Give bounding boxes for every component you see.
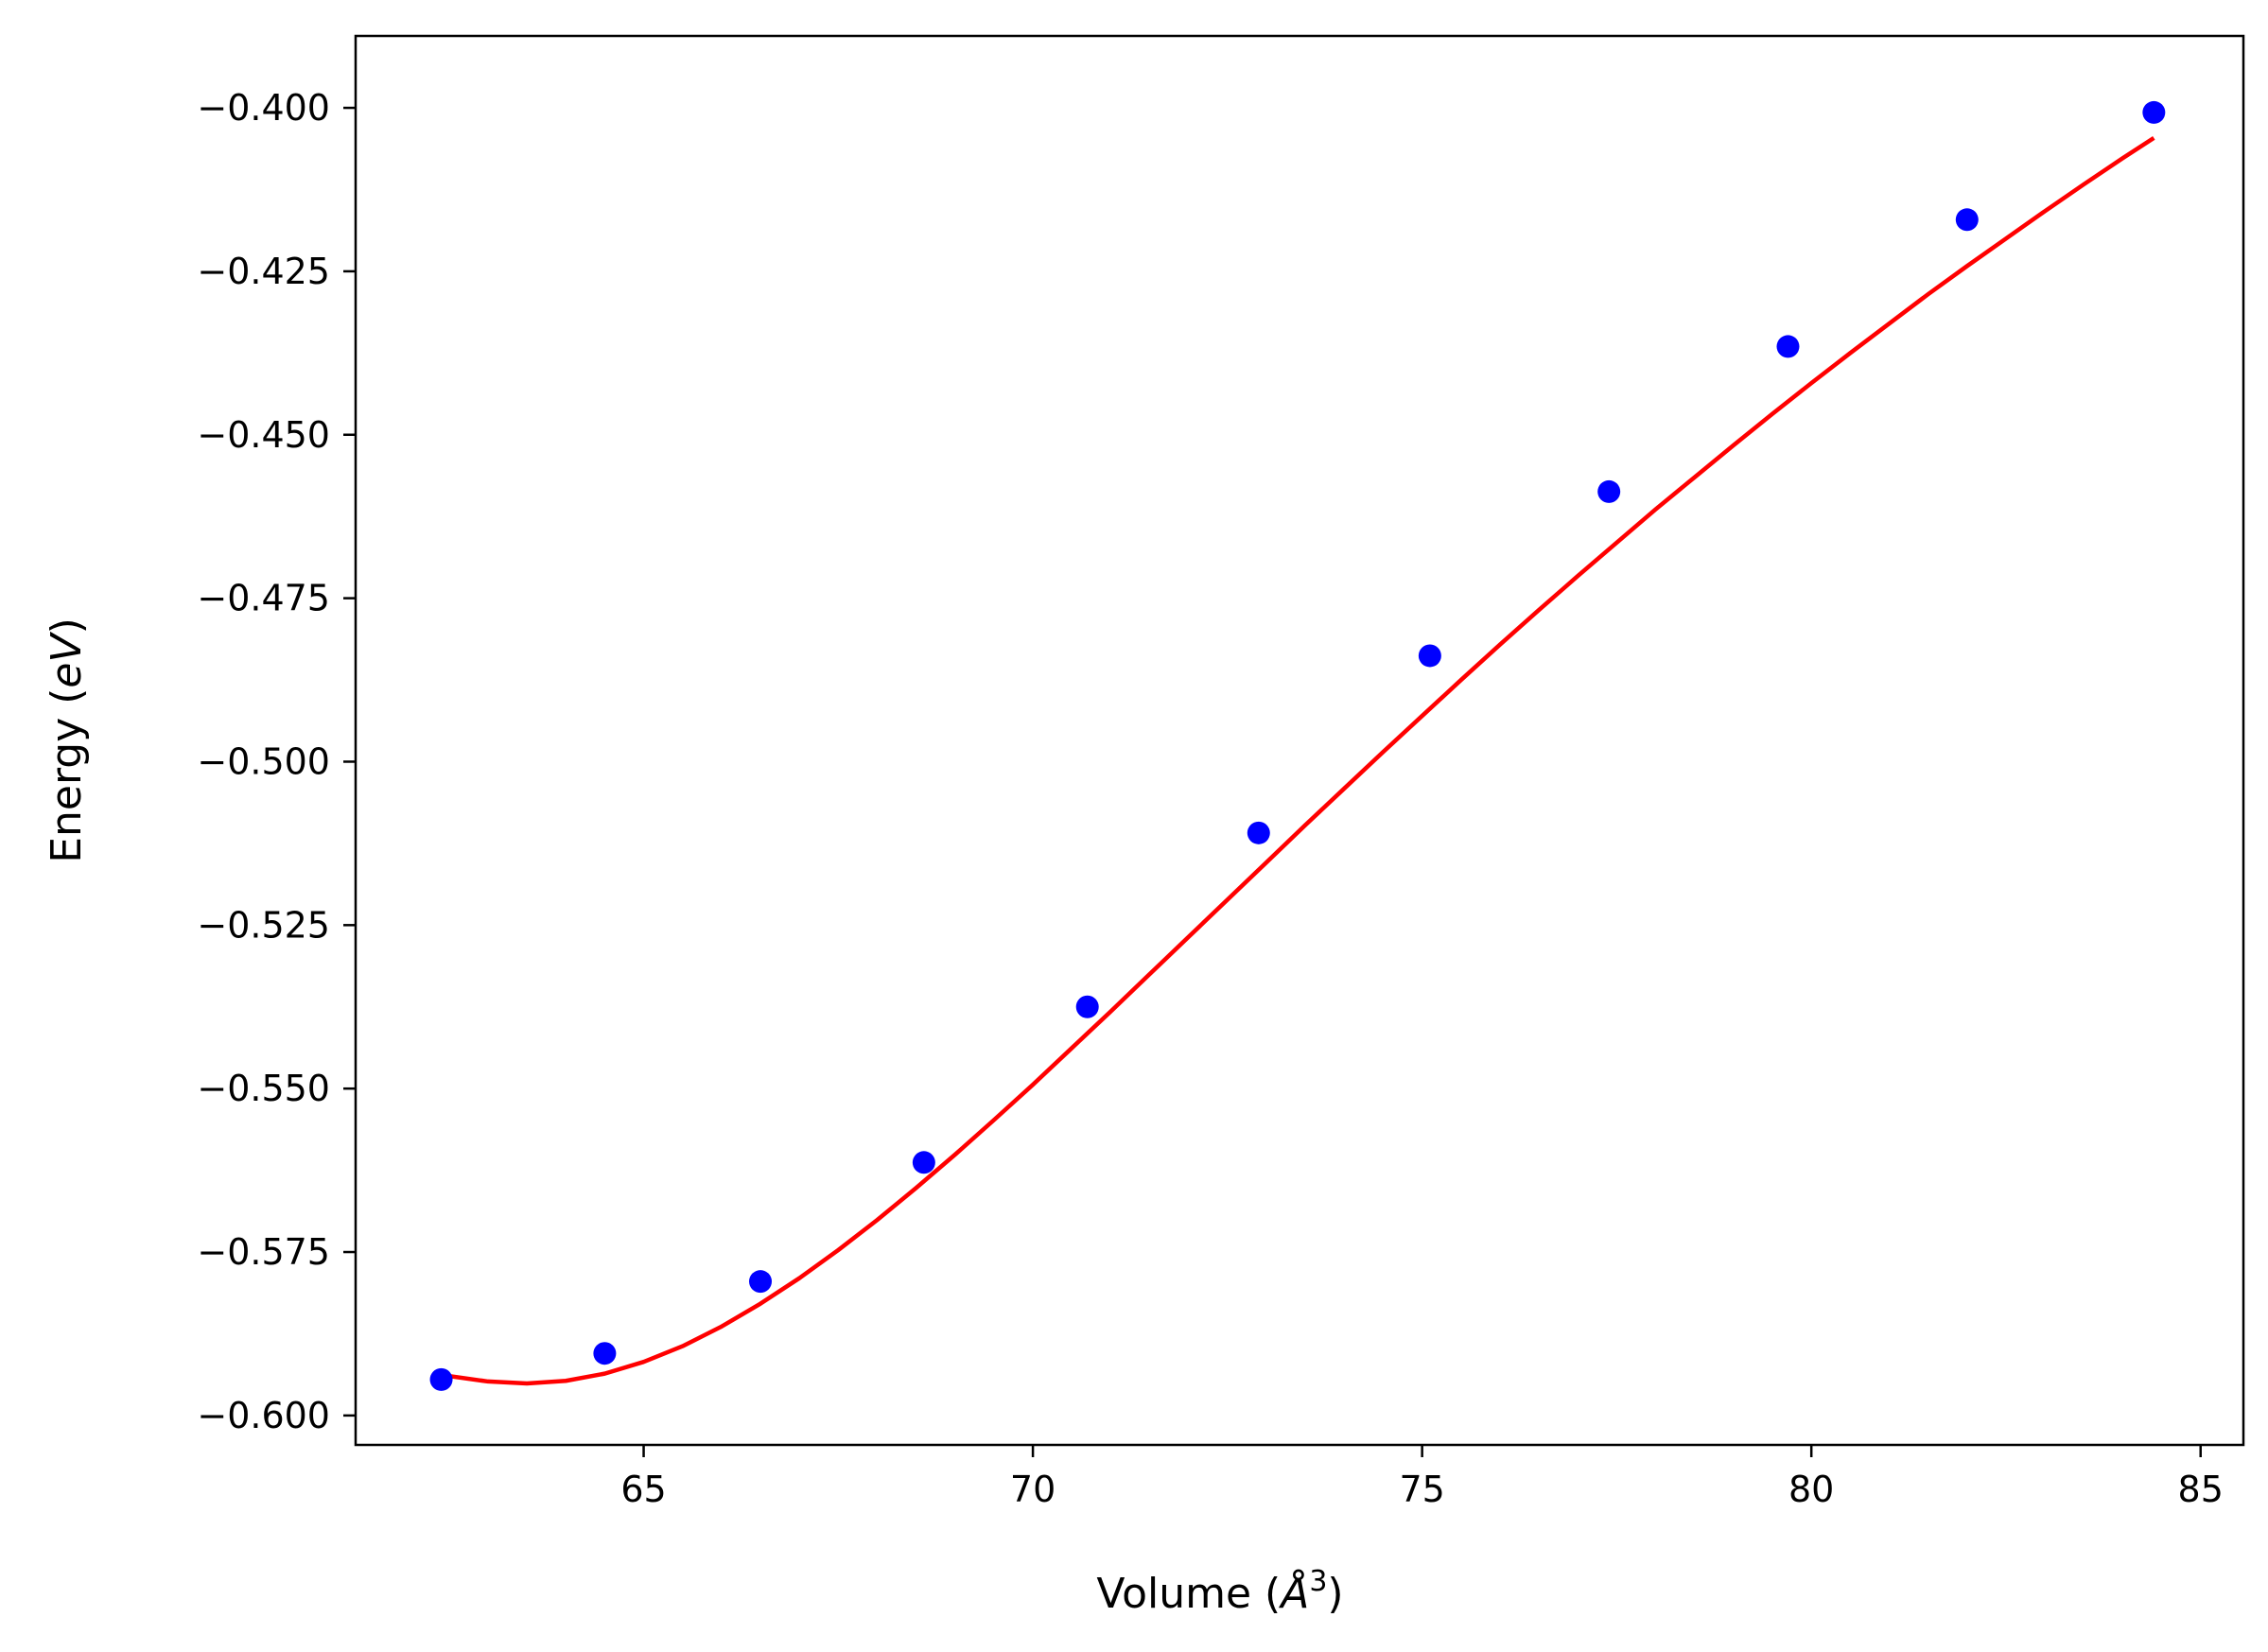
x-axis-label-prefix: Volume ( xyxy=(1096,1570,1281,1618)
y-axis-label-italic: eV xyxy=(43,632,91,688)
fit-curve xyxy=(441,135,2155,1386)
x-axis-label-suffix: ) xyxy=(1327,1570,1343,1618)
x-tick-label: 85 xyxy=(2178,1469,2224,1510)
y-tick-label: −0.400 xyxy=(197,87,330,129)
y-tick-label: −0.525 xyxy=(197,904,330,946)
x-axis-label-exponent: 3 xyxy=(1309,1565,1327,1598)
y-axis-label-suffix: ) xyxy=(43,617,91,634)
data-point xyxy=(912,1151,935,1174)
x-tick-label: 70 xyxy=(1010,1469,1055,1510)
data-point xyxy=(1597,479,1621,503)
x-axis: 65 70 75 80 85 xyxy=(620,1445,2224,1510)
data-point xyxy=(1247,821,1270,844)
y-tick-label: −0.475 xyxy=(197,578,330,619)
y-tick-label: −0.425 xyxy=(197,251,330,292)
data-point xyxy=(1955,208,1979,232)
x-axis-label-symbol: Å xyxy=(1278,1568,1309,1618)
x-tick-label: 80 xyxy=(1788,1469,1834,1510)
plot-frame xyxy=(354,34,2245,1447)
y-tick-label: −0.500 xyxy=(197,740,330,782)
y-tick-label: −0.550 xyxy=(197,1068,330,1109)
y-axis-label: Energy (eV) xyxy=(43,617,91,863)
y-axis-label-prefix: Energy ( xyxy=(43,688,91,863)
x-axis-label: Volume (Å3) xyxy=(1096,1565,1343,1618)
data-point xyxy=(2142,100,2166,124)
y-tick-label: −0.600 xyxy=(197,1395,330,1436)
data-point xyxy=(1075,995,1099,1018)
data-point xyxy=(429,1367,453,1391)
x-tick-label: 75 xyxy=(1399,1469,1444,1510)
data-point xyxy=(1776,335,1800,358)
data-point xyxy=(593,1342,617,1365)
y-tick-label: −0.450 xyxy=(197,414,330,456)
x-tick-label: 65 xyxy=(620,1469,666,1510)
data-point xyxy=(1418,644,1441,668)
data-point xyxy=(749,1270,773,1294)
y-tick-label: −0.575 xyxy=(197,1231,330,1273)
y-axis: −0.400 −0.425 −0.450 −0.475 −0.500 −0.525 −0.5… xyxy=(197,87,356,1436)
